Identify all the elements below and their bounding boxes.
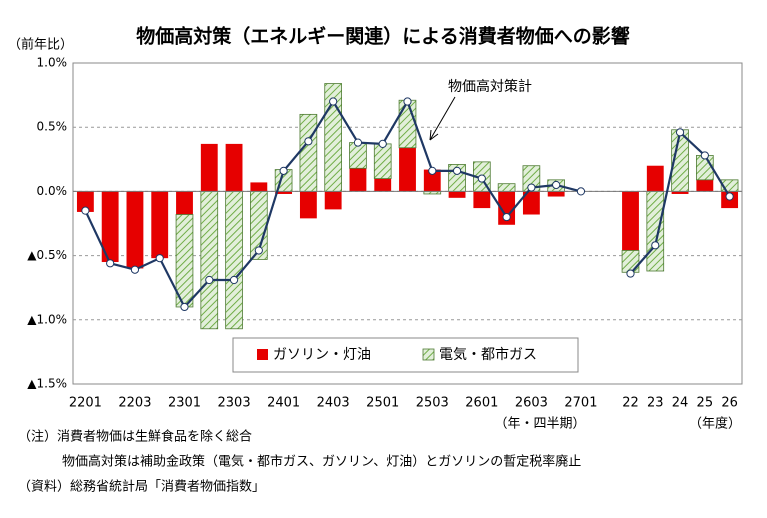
bar [696, 179, 714, 192]
plot-frame [72, 62, 743, 385]
total-marker [626, 269, 635, 278]
bar [250, 182, 268, 192]
x-tick-label: 2401 [267, 396, 300, 411]
y-tick-label: 1.0% [37, 56, 68, 70]
total-marker [502, 212, 511, 222]
bar [398, 99, 417, 149]
note: （注）消費者物価は生鮮食品を除く総合 [18, 429, 252, 445]
bar [126, 191, 144, 269]
total-marker [552, 180, 561, 190]
x-tick-label: 2503 [416, 396, 449, 411]
x-tick-label: 2501 [366, 396, 399, 411]
note: 物価高対策は補助金政策（電気・都市ガス、ガソリン、灯油）とガソリンの暫定税率廃止 [62, 454, 581, 470]
total-marker [180, 302, 189, 312]
x-tick-label: 2403 [317, 396, 350, 411]
total-marker [403, 97, 412, 106]
total-marker [205, 275, 214, 285]
bar [399, 147, 416, 192]
total-marker [254, 246, 263, 255]
legend-box [232, 337, 579, 373]
bar [200, 143, 218, 192]
total-marker [229, 275, 239, 285]
y-tick-label: ▲0.5% [27, 248, 67, 262]
bar [671, 191, 689, 194]
bar [225, 143, 243, 192]
x-tick-label: 24 [672, 396, 689, 411]
bar [622, 191, 639, 251]
x-tick-label: 2301 [168, 396, 201, 411]
bar [349, 168, 367, 192]
total-marker [106, 259, 115, 268]
legend-swatch [422, 348, 435, 361]
bar [373, 143, 392, 179]
total-marker [725, 192, 734, 201]
total-marker [329, 97, 338, 106]
y-tick-label: 0.5% [37, 120, 68, 134]
chart-title: 物価高対策（エネルギー関連）による消費者物価への影響 [136, 25, 629, 48]
annotation: 物価高対策計 [448, 78, 532, 95]
y-axis-label: （前年比） [8, 37, 73, 53]
total-marker [378, 139, 387, 148]
bar [522, 191, 540, 215]
bar [621, 250, 640, 273]
total-marker [155, 254, 164, 263]
bar [448, 191, 466, 198]
x-tick-label: 2201 [69, 396, 102, 411]
x-tick-label: 23 [647, 396, 664, 411]
x-tick-label: 22 [622, 396, 639, 411]
total-marker [651, 241, 660, 250]
total-marker [130, 265, 140, 274]
x-unit-label: （年度） [689, 416, 741, 432]
bar [324, 191, 342, 210]
total-marker [576, 187, 586, 196]
bar [498, 191, 516, 225]
x-unit-label: （年・四半期） [494, 417, 585, 432]
x-tick-label: 2601 [465, 396, 498, 411]
bar [225, 190, 243, 330]
bar [176, 191, 193, 215]
bar [646, 190, 665, 272]
bar [299, 191, 317, 219]
total-marker [452, 166, 462, 175]
total-marker [279, 166, 288, 175]
x-tick-label: 2203 [118, 396, 151, 411]
legend-label: 電気・都市ガス [439, 346, 537, 363]
note: （資料）総務省統計局「消費者物価指数」 [18, 479, 265, 495]
total-marker [304, 137, 313, 146]
y-tick-label: ▲1.0% [27, 312, 67, 326]
x-tick-label: 2303 [218, 396, 251, 411]
x-tick-label: 26 [721, 396, 738, 411]
total-marker [353, 138, 363, 147]
y-tick-label: 0.0% [37, 184, 68, 198]
y-tick-label: ▲1.5% [27, 377, 67, 391]
total-marker [700, 151, 709, 160]
bar [646, 165, 664, 192]
total-marker [527, 183, 536, 192]
total-marker [675, 128, 685, 137]
bar [497, 183, 516, 192]
bar [374, 178, 392, 192]
total-marker [81, 206, 90, 215]
bar [473, 191, 491, 209]
bar [299, 113, 318, 192]
bar [547, 191, 565, 197]
legend-swatch [257, 349, 268, 360]
x-tick-label: 2603 [515, 396, 548, 411]
bar [275, 191, 293, 194]
bar [200, 190, 219, 330]
annotation-arrow [429, 96, 456, 141]
bar [423, 169, 441, 192]
bar [151, 191, 169, 259]
legend-label: ガソリン・灯油 [273, 347, 371, 363]
x-tick-label: 25 [697, 396, 714, 411]
total-marker [477, 174, 486, 183]
total-marker [428, 166, 437, 175]
x-tick-label: 2701 [564, 396, 597, 411]
bar [101, 191, 119, 263]
annotation-arrowhead [429, 129, 439, 141]
bar [76, 191, 94, 212]
